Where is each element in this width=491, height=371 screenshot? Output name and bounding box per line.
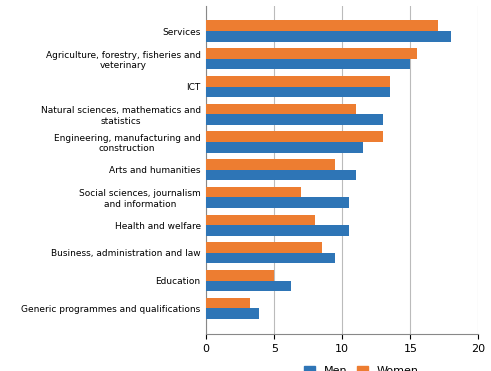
Bar bbox=[206, 31, 451, 42]
Bar bbox=[206, 253, 335, 263]
Bar bbox=[206, 114, 383, 125]
Bar bbox=[206, 225, 349, 236]
Bar bbox=[206, 104, 356, 114]
Bar bbox=[206, 48, 417, 59]
Bar bbox=[206, 20, 437, 31]
Bar bbox=[206, 308, 259, 319]
Bar bbox=[206, 197, 349, 208]
Bar bbox=[206, 215, 315, 225]
Bar bbox=[206, 142, 363, 152]
Bar bbox=[206, 170, 356, 180]
Bar bbox=[206, 86, 390, 97]
Bar bbox=[206, 242, 322, 253]
Bar bbox=[206, 281, 291, 291]
Bar bbox=[206, 59, 410, 69]
Bar bbox=[206, 76, 390, 86]
Bar bbox=[206, 270, 274, 281]
Bar bbox=[206, 131, 383, 142]
Bar bbox=[206, 159, 335, 170]
Bar bbox=[206, 187, 301, 197]
Legend: Men, Women: Men, Women bbox=[300, 362, 423, 371]
Bar bbox=[206, 298, 250, 308]
